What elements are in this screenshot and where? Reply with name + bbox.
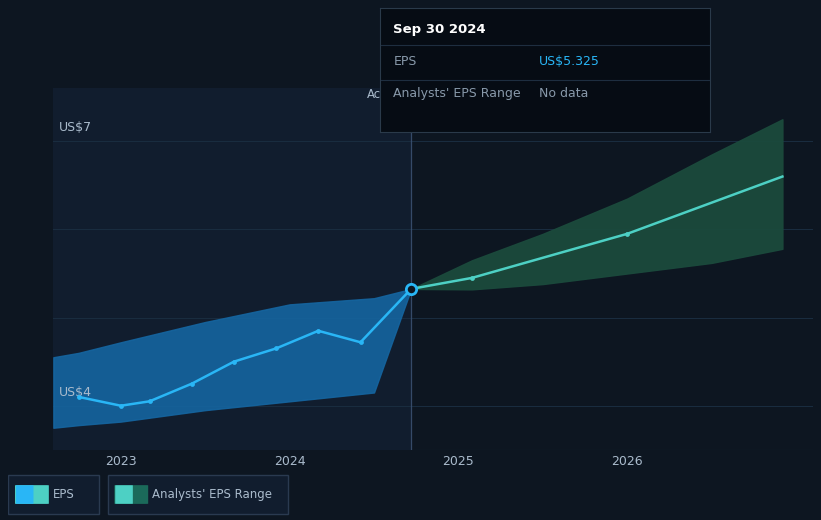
- Text: Analysts' EPS Range: Analysts' EPS Range: [393, 87, 521, 100]
- FancyBboxPatch shape: [8, 475, 99, 514]
- Text: Sep 30 2024: Sep 30 2024: [393, 23, 486, 36]
- Point: [269, 344, 282, 353]
- Text: Analysts Forecasts: Analysts Forecasts: [418, 88, 528, 101]
- Text: No data: No data: [539, 87, 588, 100]
- Point: [72, 393, 85, 401]
- Text: US$7: US$7: [58, 121, 92, 134]
- FancyBboxPatch shape: [15, 485, 49, 504]
- Point: [312, 327, 325, 335]
- Text: Actual: Actual: [367, 88, 405, 101]
- Point: [143, 397, 156, 406]
- Text: EPS: EPS: [53, 488, 74, 501]
- Text: US$5.325: US$5.325: [539, 55, 599, 68]
- Point: [186, 380, 199, 388]
- FancyBboxPatch shape: [16, 485, 34, 504]
- Text: US$4: US$4: [58, 386, 91, 399]
- Point: [466, 274, 479, 282]
- FancyBboxPatch shape: [108, 475, 288, 514]
- FancyBboxPatch shape: [115, 485, 133, 504]
- Bar: [53, 88, 411, 450]
- Text: Analysts' EPS Range: Analysts' EPS Range: [152, 488, 272, 501]
- Point: [354, 338, 367, 346]
- Text: EPS: EPS: [393, 55, 417, 68]
- FancyBboxPatch shape: [114, 485, 149, 504]
- Point: [405, 285, 418, 293]
- Point: [621, 230, 634, 238]
- Point: [227, 357, 241, 366]
- Point: [114, 401, 127, 410]
